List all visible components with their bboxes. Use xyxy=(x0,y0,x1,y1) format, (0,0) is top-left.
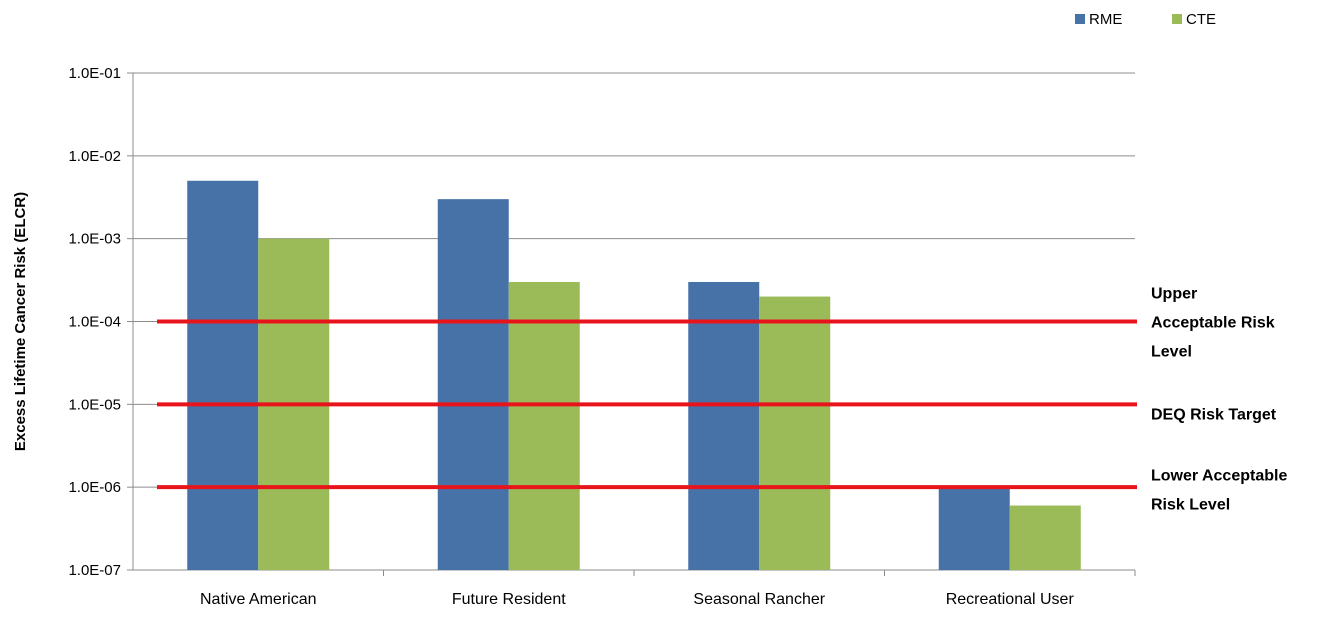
y-tick-label: 1.0E-01 xyxy=(68,65,121,82)
bar-cte xyxy=(759,296,831,570)
x-category-label: Seasonal Rancher xyxy=(693,591,825,608)
y-axis-title: Excess Lifetime Cancer Risk (ELCR) xyxy=(12,192,29,451)
bar-rme xyxy=(187,180,259,570)
y-tick-label: 1.0E-05 xyxy=(68,396,121,413)
reference-line-label: Risk Level xyxy=(1151,497,1230,514)
y-tick-label: 1.0E-04 xyxy=(68,314,121,331)
y-tick-label: 1.0E-02 xyxy=(68,148,121,165)
y-tick-label: 1.0E-07 xyxy=(68,562,121,579)
y-tick-label: 1.0E-03 xyxy=(68,231,121,248)
y-tick-label: 1.0E-06 xyxy=(68,479,121,496)
x-category-label: Recreational User xyxy=(946,591,1075,608)
x-category-label: Future Resident xyxy=(452,591,566,608)
x-category-label: Native American xyxy=(200,591,317,608)
bar-rme xyxy=(437,199,509,570)
legend-label-rme: RME xyxy=(1089,11,1122,28)
bar-rme xyxy=(688,281,760,570)
bar-cte xyxy=(1009,505,1081,570)
bar-rme xyxy=(938,487,1010,570)
reference-line-label: DEQ Risk Target xyxy=(1151,406,1277,423)
legend-swatch-cte xyxy=(1172,14,1182,24)
bar-cte xyxy=(508,281,580,570)
reference-line-label: Acceptable Risk xyxy=(1151,315,1275,332)
reference-line-label: Upper xyxy=(1151,286,1197,303)
legend-label-cte: CTE xyxy=(1186,11,1216,28)
reference-line-label: Level xyxy=(1151,344,1192,361)
reference-line-label: Lower Acceptable xyxy=(1151,468,1287,485)
legend-swatch-rme xyxy=(1075,14,1085,24)
